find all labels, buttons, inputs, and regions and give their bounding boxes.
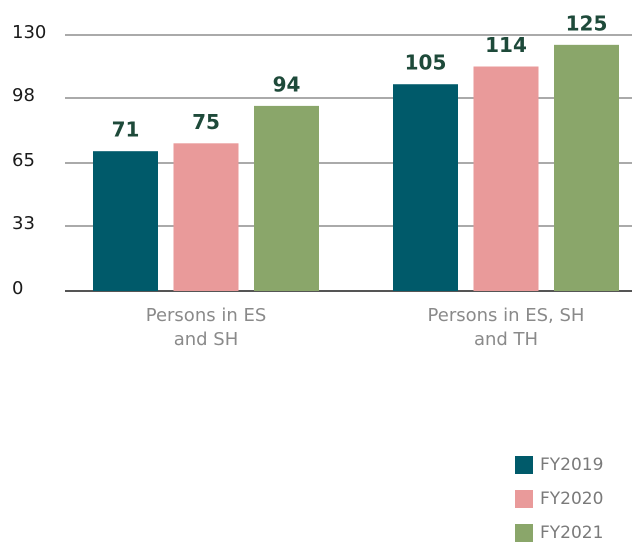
- legend-label: FY2021: [540, 523, 603, 543]
- legend-swatch: [515, 490, 533, 508]
- y-tick-label: 98: [12, 85, 35, 106]
- bar: [393, 84, 458, 291]
- data-label: 114: [485, 33, 527, 57]
- data-label: 75: [192, 110, 220, 134]
- y-tick-label: 130: [12, 22, 46, 43]
- bar: [473, 66, 539, 291]
- legend-label: FY2020: [540, 489, 603, 509]
- data-label: 125: [566, 11, 608, 35]
- data-label: 105: [405, 51, 447, 75]
- legend-swatch: [515, 524, 533, 542]
- x-tick-label: Persons in ES, SH and TH: [427, 305, 585, 350]
- bar: [93, 151, 158, 291]
- data-label: 94: [273, 72, 301, 96]
- y-tick-label: 0: [12, 278, 23, 299]
- y-tick-label: 33: [12, 213, 35, 234]
- legend-swatch: [515, 456, 533, 474]
- data-label: 71: [112, 118, 140, 142]
- legend-label: FY2019: [540, 455, 603, 475]
- bar: [173, 143, 239, 291]
- x-tick-label: Persons in ES and SH: [145, 305, 267, 350]
- bar: [554, 44, 619, 291]
- bar: [254, 105, 319, 292]
- y-tick-label: 65: [12, 150, 35, 171]
